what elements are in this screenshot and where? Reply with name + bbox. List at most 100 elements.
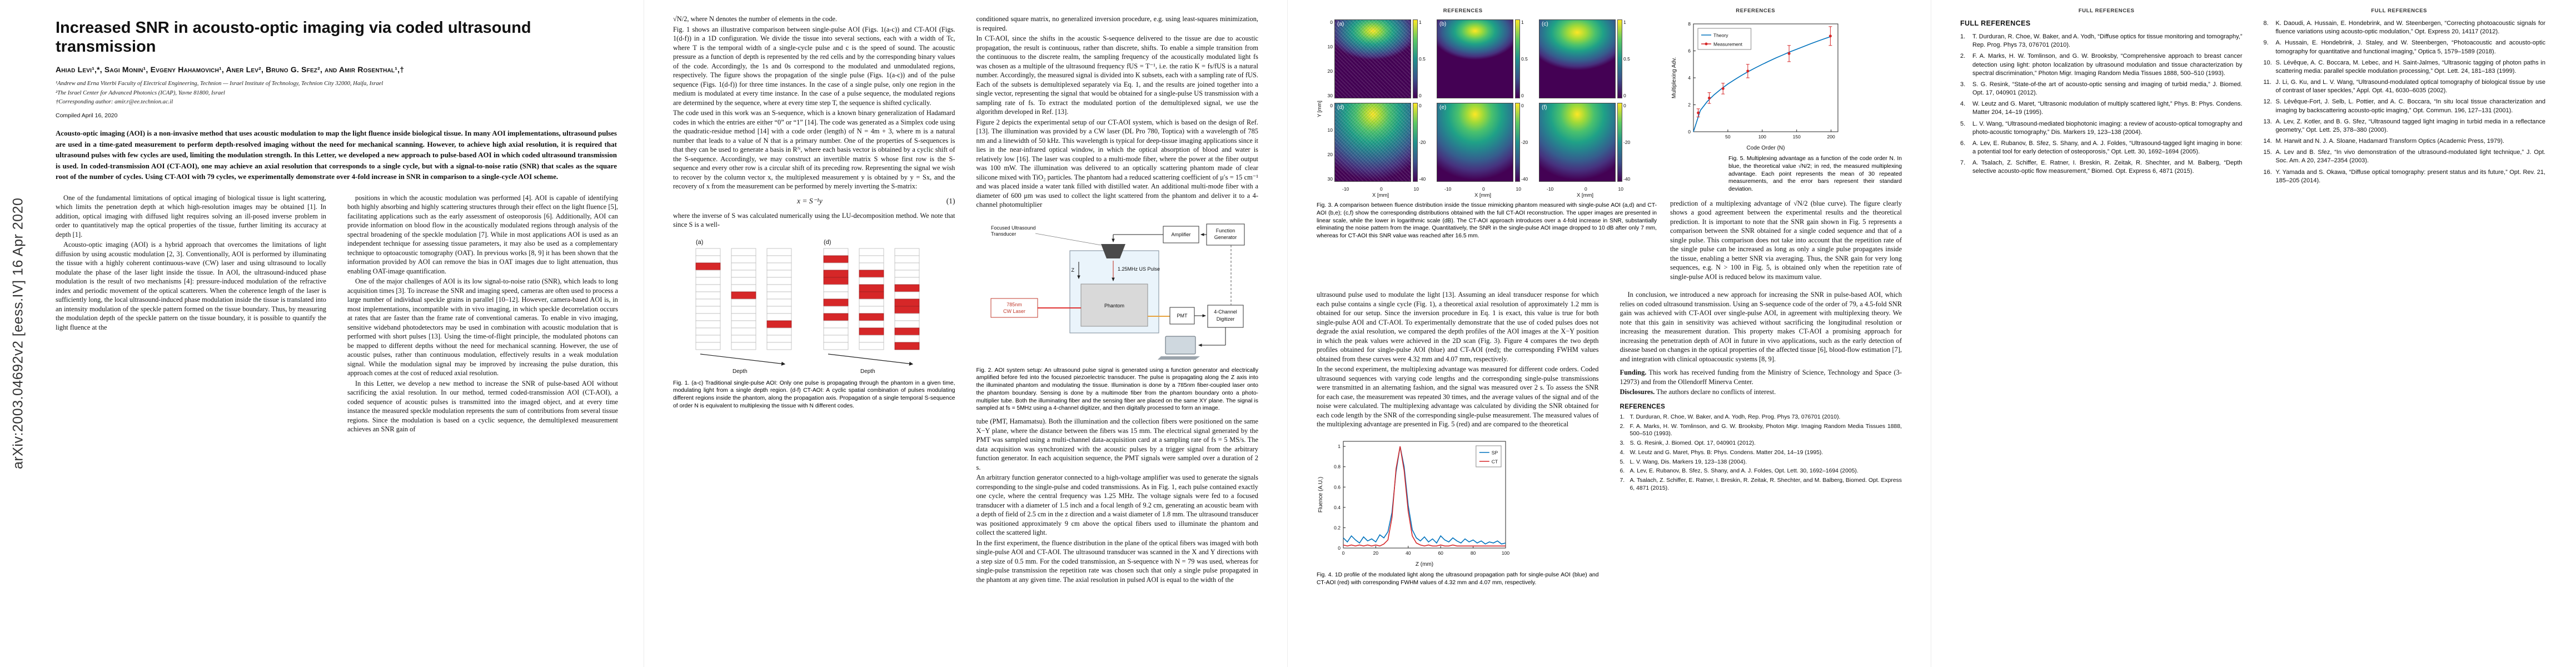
function-generator-box (1206, 223, 1245, 245)
svg-text:(d): (d) (824, 239, 831, 246)
transducer-label-2: Transducer (991, 231, 1016, 237)
author-list: Ahiad Levi¹,*, Sagi Monin¹, Evgeny Haham… (56, 65, 405, 74)
body-paragraph: The code used in this work was an S-sequ… (673, 109, 955, 190)
svg-text:Depth: Depth (860, 369, 875, 375)
equation-number: (1) (946, 196, 955, 205)
svg-text:0: 0 (1342, 550, 1345, 556)
svg-text:0: 0 (1688, 129, 1691, 135)
fig3-panel-d: (d) 0 -20 -40 (1334, 103, 1430, 182)
page1-column-right: positions in which the acoustic modulati… (347, 193, 618, 435)
svg-text:60: 60 (1438, 550, 1443, 556)
function-generator-label: Function (1216, 228, 1235, 233)
full-reference-list-right: 8. K. Daoudi, A. Hussain, E. Hondebrink,… (2264, 19, 2546, 185)
body-paragraph: √N/2, where N denotes the number of elem… (673, 15, 838, 23)
body-paragraph: In this Letter, we develop a new method … (347, 379, 618, 434)
figure-5-caption: Fig. 5. Multiplexing advantage as a func… (1728, 156, 1902, 193)
svg-text:Measurement: Measurement (1713, 42, 1743, 47)
body-paragraph: An arbitrary function generator connecte… (976, 474, 1259, 537)
svg-text:Code Order (N): Code Order (N) (1747, 145, 1785, 151)
abstract: Acousto-optic imaging (AOI) is a non-inv… (56, 129, 617, 181)
svg-text:CT: CT (1492, 459, 1498, 464)
figure-2: Focused Ultrasound Transducer Amplifier … (976, 216, 1258, 413)
reference-item: 4. W. Leutz and G. Maret, Phys. B: Phys.… (1620, 449, 1823, 456)
figure-4-caption: Fig. 4. 1D profile of the modulated ligh… (1317, 571, 1599, 586)
fig3-heatmap-a: (a) (1334, 19, 1411, 98)
page-3: REFERENCES REFERENCES Y [mm] 0 10 20 30 (a)… (1287, 0, 1931, 667)
us-pulse-label: 1.25MHz US Pulse (1118, 266, 1160, 272)
reference-item: 9. A. Hussain, E. Hondebrink, J. Staley,… (2263, 39, 2546, 55)
reference-item: 16. Y. Yamada and S. Okawa, “Diffuse opt… (2263, 168, 2546, 184)
running-head-right: FULL REFERENCES (2371, 8, 2428, 14)
function-generator-label-2: Generator (1214, 235, 1237, 240)
page4-column-left: FULL REFERENCES 1. T. Durduran, R. Choe,… (1960, 19, 2243, 188)
transducer-label: Focused Ultrasound (991, 225, 1036, 231)
svg-text:100: 100 (1758, 134, 1766, 140)
reference-item: 13. A. Lev, Z. Kotler, and B. G. Sfez, “… (2263, 118, 2546, 133)
figure-1-caption: Fig. 1. (a-c) Traditional single-pulse A… (673, 380, 955, 409)
affiliation-block: ¹Andrew and Erna Viterbi Faculty of Elec… (56, 79, 618, 107)
colorbar (1515, 103, 1520, 182)
fig3-x-axis-label: X [mm] (1474, 192, 1492, 198)
fig3-panel-f: (f) 0 -20 -40 (1539, 103, 1635, 182)
figure-3: Y [mm] 0 10 20 30 (a) 1 0.5 0 (b) (1317, 19, 1657, 240)
reference-item: 1. T. Durduran, R. Choe, W. Baker, and A… (1620, 414, 1841, 420)
page3-column-right: In conclusion, we introduced a new appro… (1620, 290, 1902, 591)
reference-item: 10. S. Lévêque, A. C. Boccara, M. Lebec,… (2263, 59, 2546, 74)
fig3-heatmap-e: (e) (1437, 103, 1513, 182)
reference-item: 5. L. V. Wang, Dis. Markers 19, 123–138 … (1620, 459, 1747, 465)
page2-column-left: √N/2, where N denotes the number of elem… (673, 14, 955, 585)
digitizer-label-2: Digitizer (1217, 316, 1235, 322)
svg-text:Z (mm): Z (mm) (1416, 561, 1433, 568)
fig3-y-ticks: 0 10 20 30 (1327, 19, 1333, 98)
laser-box (990, 298, 1038, 317)
svg-text:Fluence (A.U.): Fluence (A.U.) (1318, 477, 1324, 512)
svg-text:150: 150 (1793, 134, 1801, 140)
body-paragraph: In conclusion, we introduced a new appro… (1620, 291, 1902, 363)
colorbar (1617, 103, 1622, 182)
svg-text:6: 6 (1688, 48, 1691, 54)
reference-item: 4. W. Leutz and G. Maret, “Ultrasonic mo… (1960, 101, 2243, 116)
svg-text:20: 20 (1373, 550, 1379, 556)
svg-text:0.4: 0.4 (1334, 505, 1341, 510)
page-4: FULL REFERENCES FULL REFERENCES FULL REF… (1931, 0, 2574, 667)
pmt-box (1169, 307, 1195, 324)
figure-5-chart: 50 100 150 200 0 2 4 6 8 Code Order (N) Multiplexi… (1670, 19, 1902, 152)
colorbar (1413, 103, 1418, 182)
funding-label: Funding. (1620, 369, 1647, 377)
transducer-icon (1101, 243, 1126, 258)
page4-column-right: 8. K. Daoudi, A. Hussain, E. Hondebrink,… (2264, 19, 2546, 188)
reference-item: 8. K. Daoudi, A. Hussain, E. Hondebrink,… (2263, 20, 2546, 36)
reference-item: 11. J. Li, G. Ku, and L. V. Wang, “Ultra… (2263, 79, 2546, 94)
reference-item: 7. A. Tsalach, Z. Schiffer, E. Ratner, I… (1620, 477, 1902, 491)
short-reference-list: 1. T. Durduran, R. Choe, W. Baker, and A… (1620, 414, 1902, 492)
svg-text:SP: SP (1492, 450, 1498, 455)
fig3-y-axis-label: Y [mm] (1317, 101, 1323, 117)
body-paragraph: In the second experiment, the multiplexi… (1317, 365, 1599, 429)
svg-text:(a): (a) (696, 239, 703, 246)
reference-item: 7. A. Tsalach, Z. Schiffer, E. Ratner, I… (1960, 160, 2243, 175)
colorbar (1515, 19, 1520, 98)
body-paragraph: Figure 2 depicts the experimental setup … (976, 118, 1259, 209)
pmt-label: PMT (1177, 313, 1188, 318)
amplifier-label: Amplifier (1172, 232, 1191, 237)
body-paragraph: tube (PMT, Hamamatsu). Both the illumina… (976, 417, 1259, 471)
body-paragraph: conditioned square matrix, no generalize… (976, 15, 1259, 32)
body-paragraph: One of the fundamental limitations of op… (56, 193, 326, 238)
fig3-y-ticks: 0 10 20 30 (1327, 103, 1333, 182)
full-references-heading: FULL REFERENCES (1960, 19, 2031, 27)
fig3-panel-b: (b) 1 0.5 0 (1437, 19, 1532, 98)
body-paragraph: One of the major challenges of AOI is it… (347, 277, 618, 377)
svg-text:200: 200 (1827, 134, 1835, 140)
page-2: √N/2, where N denotes the number of elem… (644, 0, 1287, 667)
body-paragraph: prediction of a multiplexing advantage o… (1670, 199, 1902, 281)
affiliation-line: ²The Israel Center for Advanced Photonic… (56, 89, 225, 96)
body-paragraph: Acousto-optic imaging (AOI) is a hybrid … (56, 241, 326, 331)
colorbar (1413, 19, 1418, 98)
svg-text:0.8: 0.8 (1334, 464, 1341, 470)
body-paragraph: Fig. 1 shows an illustrative comparison … (673, 25, 955, 107)
body-paragraph: In CT-AOI, since the shifts in the acous… (976, 34, 1259, 116)
reference-item: 5. L. V. Wang, “Ultrasound-mediated biop… (1960, 120, 2243, 136)
compiled-date: Compiled April 16, 2020 (56, 112, 118, 120)
affiliation-line: ¹Andrew and Erna Viterbi Faculty of Elec… (56, 81, 383, 87)
